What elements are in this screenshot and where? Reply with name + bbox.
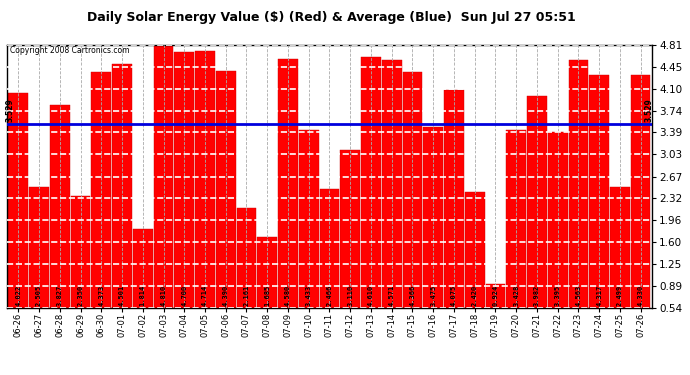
Text: 4.075: 4.075 <box>451 285 457 306</box>
Text: 4.317: 4.317 <box>596 285 602 306</box>
Bar <box>257 237 277 341</box>
Bar <box>299 130 319 341</box>
Text: 4.610: 4.610 <box>368 285 374 306</box>
Text: 4.330: 4.330 <box>638 285 644 306</box>
Bar <box>340 150 360 341</box>
Text: 3.529: 3.529 <box>644 98 653 122</box>
Text: 4.580: 4.580 <box>285 285 291 306</box>
Bar <box>237 208 257 341</box>
Text: 2.466: 2.466 <box>326 285 333 306</box>
Text: 2.499: 2.499 <box>617 285 623 306</box>
Bar <box>195 51 215 341</box>
Bar <box>133 229 152 341</box>
Bar <box>444 90 464 341</box>
Text: 4.571: 4.571 <box>388 285 395 306</box>
Bar <box>50 105 70 341</box>
Text: 4.373: 4.373 <box>98 285 104 306</box>
Bar <box>424 127 443 341</box>
Bar <box>402 72 422 341</box>
Text: 3.529: 3.529 <box>6 98 14 122</box>
Bar <box>175 52 194 341</box>
Bar <box>361 57 381 341</box>
Bar <box>112 64 132 341</box>
Bar <box>382 60 402 341</box>
Text: 1.814: 1.814 <box>140 285 146 306</box>
Bar <box>631 75 651 341</box>
Text: Daily Solar Energy Value ($) (Red) & Average (Blue)  Sun Jul 27 05:51: Daily Solar Energy Value ($) (Red) & Ave… <box>87 11 575 24</box>
Text: 4.700: 4.700 <box>181 285 187 306</box>
Bar <box>589 75 609 341</box>
Text: 4.714: 4.714 <box>202 285 208 306</box>
Text: 4.810: 4.810 <box>161 285 166 306</box>
Bar <box>465 192 484 341</box>
Text: Copyright 2008 Cartronics.com: Copyright 2008 Cartronics.com <box>10 46 130 56</box>
Bar <box>569 60 589 341</box>
Text: 3.110: 3.110 <box>347 285 353 306</box>
Bar <box>610 187 630 341</box>
Text: 3.982: 3.982 <box>534 285 540 306</box>
Text: 3.395: 3.395 <box>555 285 561 306</box>
Bar <box>29 187 49 341</box>
Bar <box>319 189 339 341</box>
Text: 3.428: 3.428 <box>513 285 519 306</box>
Text: 4.563: 4.563 <box>575 285 582 306</box>
Text: 4.366: 4.366 <box>409 285 415 306</box>
Bar <box>527 96 546 341</box>
Text: 3.475: 3.475 <box>430 285 436 306</box>
Bar <box>548 132 567 341</box>
Bar <box>8 93 28 341</box>
Text: 0.924: 0.924 <box>493 285 498 306</box>
Text: 2.161: 2.161 <box>244 285 250 306</box>
Bar <box>154 45 173 341</box>
Text: 2.420: 2.420 <box>472 285 477 306</box>
Text: 4.022: 4.022 <box>15 285 21 306</box>
Text: 3.433: 3.433 <box>306 285 312 306</box>
Bar <box>70 196 90 341</box>
Text: 3.827: 3.827 <box>57 285 63 306</box>
Text: 4.390: 4.390 <box>223 285 229 306</box>
Bar <box>506 130 526 341</box>
Bar <box>278 59 298 341</box>
Bar <box>216 71 235 341</box>
Bar <box>92 72 111 341</box>
Text: 4.501: 4.501 <box>119 285 125 306</box>
Text: 2.350: 2.350 <box>77 285 83 306</box>
Text: 1.685: 1.685 <box>264 285 270 306</box>
Text: 2.505: 2.505 <box>36 285 42 306</box>
Bar <box>486 284 505 341</box>
